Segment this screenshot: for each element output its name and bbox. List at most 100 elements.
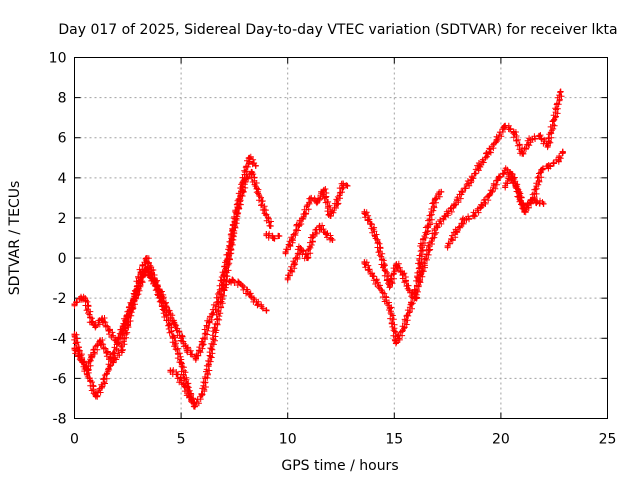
data-point bbox=[284, 275, 291, 282]
data-point bbox=[246, 154, 253, 161]
x-tick-label: 15 bbox=[385, 432, 403, 448]
data-point bbox=[118, 347, 125, 354]
data-point bbox=[361, 259, 368, 266]
data-point bbox=[504, 166, 511, 173]
data-point bbox=[476, 162, 483, 169]
y-tick-label: 2 bbox=[58, 211, 67, 227]
data-point bbox=[239, 178, 246, 185]
data-point bbox=[97, 337, 104, 344]
data-point bbox=[514, 186, 521, 193]
grid bbox=[74, 57, 608, 419]
data-point bbox=[152, 281, 159, 288]
data-point bbox=[361, 208, 368, 215]
data-point bbox=[291, 261, 298, 268]
x-tick-label: 5 bbox=[177, 432, 186, 448]
data-point bbox=[450, 202, 457, 209]
data-point bbox=[180, 381, 187, 388]
data-point bbox=[297, 245, 304, 252]
x-tick-label: 10 bbox=[279, 432, 297, 448]
data-point bbox=[329, 237, 336, 244]
data-point bbox=[99, 383, 106, 390]
data-point bbox=[303, 255, 310, 262]
data-point bbox=[310, 232, 317, 239]
y-tick-label: 8 bbox=[58, 91, 67, 107]
data-point bbox=[246, 291, 253, 298]
x-tick-label: 25 bbox=[599, 432, 617, 448]
data-point bbox=[393, 339, 400, 346]
data-point bbox=[254, 188, 261, 195]
series-track-l bbox=[502, 170, 547, 216]
data-point bbox=[261, 206, 268, 213]
data-point bbox=[544, 142, 551, 149]
data-point bbox=[393, 261, 400, 268]
data-point bbox=[380, 263, 387, 270]
data-point bbox=[178, 335, 185, 342]
data-point bbox=[308, 194, 315, 201]
data-point bbox=[301, 210, 308, 217]
plot-frame bbox=[74, 57, 608, 419]
data-point bbox=[122, 317, 129, 324]
data-point bbox=[495, 174, 502, 181]
x-tick-label: 0 bbox=[70, 432, 79, 448]
data-point bbox=[485, 150, 492, 157]
data-point bbox=[459, 188, 466, 195]
data-point bbox=[478, 202, 485, 209]
axis-ticks: 0 5 10 15 20 25 -8 -6 -4 -2 0 2 4 6 8 10 bbox=[49, 51, 617, 448]
chart-title: Day 017 of 2025, Sidereal Day-to-day VTE… bbox=[58, 22, 617, 38]
series-markers bbox=[444, 148, 566, 251]
data-point bbox=[340, 180, 347, 187]
data-point bbox=[387, 283, 394, 290]
data-point bbox=[442, 212, 449, 219]
data-point bbox=[212, 327, 219, 334]
series-track-g bbox=[282, 180, 351, 257]
data-point bbox=[444, 243, 451, 250]
series-track-i bbox=[361, 188, 445, 302]
data-point bbox=[502, 182, 509, 189]
data-point bbox=[559, 148, 566, 155]
data-point bbox=[438, 188, 445, 195]
y-tick-label: 10 bbox=[49, 51, 67, 67]
y-tick-label: -2 bbox=[53, 291, 67, 307]
data-point bbox=[267, 222, 274, 229]
series-markers bbox=[167, 367, 198, 406]
data-point bbox=[510, 128, 517, 135]
y-tick-label: 4 bbox=[58, 171, 67, 187]
data-point bbox=[282, 249, 289, 256]
data-point bbox=[538, 166, 545, 173]
data-point bbox=[205, 319, 212, 326]
data-point bbox=[425, 247, 432, 254]
x-axis-label: GPS time / hours bbox=[281, 458, 398, 474]
data-point bbox=[320, 186, 327, 193]
data-point bbox=[263, 307, 270, 314]
data-point bbox=[199, 391, 206, 398]
data-point bbox=[143, 255, 150, 262]
data-point bbox=[508, 170, 515, 177]
data-point bbox=[105, 365, 112, 372]
data-point bbox=[493, 136, 500, 143]
data-point bbox=[536, 132, 543, 139]
data-point bbox=[109, 359, 116, 366]
data-point bbox=[205, 361, 212, 368]
data-point bbox=[139, 273, 146, 280]
data-point bbox=[92, 323, 99, 330]
data-point bbox=[534, 198, 541, 205]
data-point bbox=[178, 359, 185, 366]
data-point bbox=[254, 301, 261, 308]
data-point bbox=[233, 208, 240, 215]
data-point bbox=[88, 353, 95, 360]
data-point bbox=[470, 212, 477, 219]
data-point bbox=[158, 299, 165, 306]
series-track-k bbox=[444, 148, 566, 251]
data-point bbox=[387, 305, 394, 312]
y-tick-label: -6 bbox=[53, 371, 67, 387]
data-point bbox=[374, 237, 381, 244]
data-point bbox=[406, 287, 413, 294]
data-point bbox=[252, 162, 259, 169]
data-point bbox=[468, 176, 475, 183]
data-point bbox=[131, 297, 138, 304]
series-markers bbox=[284, 222, 336, 283]
y-tick-label: -8 bbox=[53, 412, 67, 428]
series-track-d bbox=[167, 367, 198, 406]
data-point bbox=[557, 88, 564, 95]
data-point bbox=[521, 208, 528, 215]
